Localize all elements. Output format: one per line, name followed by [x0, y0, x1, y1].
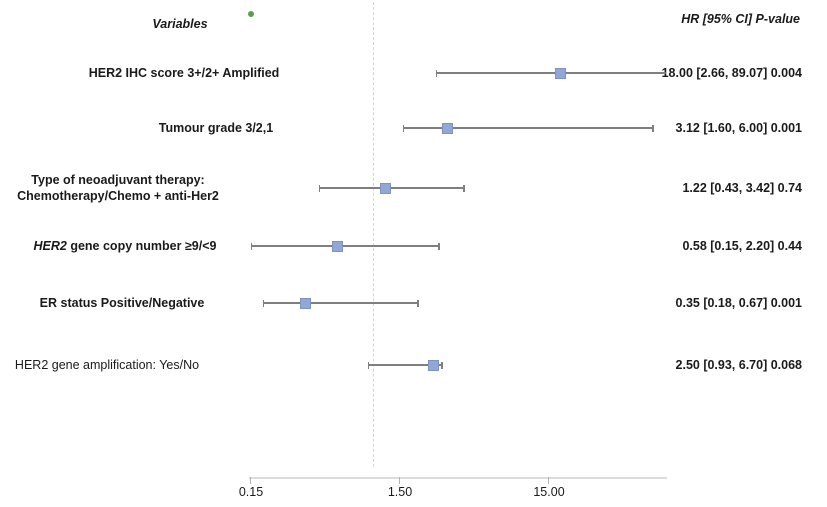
x-axis-line — [249, 477, 667, 479]
row-value-er-status: 0.35 [0.18, 0.67] 0.001 — [675, 296, 802, 310]
row-label-line1: Type of neoadjuvant therapy: — [31, 173, 205, 187]
row-label-tumour-grade: Tumour grade 3/2,1 — [158, 121, 274, 135]
x-axis-tick-1500 — [547, 477, 549, 484]
ci-line — [251, 245, 439, 247]
hr-marker — [427, 359, 439, 371]
ci-cap-right — [652, 124, 654, 132]
ci-line — [368, 364, 442, 366]
legend-dot — [248, 11, 254, 17]
row-value-neoadjuvant-therapy: 1.22 [0.43, 3.42] 0.74 — [682, 181, 802, 195]
row-label-neoadjuvant-therapy: Type of neoadjuvant therapy: Chemotherap… — [17, 172, 219, 204]
x-axis-label-015: 0.15 — [238, 485, 264, 499]
hr-marker — [331, 240, 343, 252]
row-value-her2-amplification: 2.50 [0.93, 6.70] 0.068 — [675, 358, 802, 372]
hr-column-header: HR [95% CI] P-value — [681, 12, 800, 26]
hr-marker — [379, 182, 391, 194]
hr-marker — [299, 297, 311, 309]
ci-cap-left — [262, 299, 264, 307]
ci-cap-right — [463, 184, 465, 192]
ci-cap-left — [367, 361, 369, 369]
x-axis-tick-015 — [249, 477, 251, 484]
row-label-er-status: ER status Positive/Negative — [39, 296, 205, 310]
ci-line — [403, 127, 653, 129]
row-value-gene-copy-number: 0.58 [0.15, 2.20] 0.44 — [682, 239, 802, 253]
ci-cap-left — [250, 242, 252, 250]
x-axis-label-150: 1.50 — [387, 485, 413, 499]
ci-cap-left — [402, 124, 404, 132]
ci-cap-left — [318, 184, 320, 192]
row-label-her2-ihc: HER2 IHC score 3+/2+ Amplified — [88, 66, 280, 80]
ci-line — [436, 72, 666, 74]
x-axis-label-1500: 15.00 — [533, 485, 565, 499]
ci-line — [263, 302, 418, 304]
row-label-gene-copy-rest: gene copy number ≥9/<9 — [66, 239, 217, 253]
ci-cap-right — [438, 242, 440, 250]
row-label-gene-copy-number: HER2 gene copy number ≥9/<9 — [34, 238, 217, 254]
row-label-gene-symbol: HER2 — [33, 239, 67, 253]
ci-cap-right — [417, 299, 419, 307]
row-label-line2: Chemotherapy/Chemo + anti-Her2 — [17, 189, 219, 203]
hr-marker — [441, 122, 453, 134]
row-value-tumour-grade: 3.12 [1.60, 6.00] 0.001 — [675, 121, 802, 135]
variables-column-header: Variables — [152, 17, 208, 31]
reference-line — [373, 2, 374, 467]
hr-marker — [554, 67, 566, 79]
ci-cap-left — [435, 69, 437, 77]
ci-cap-right — [441, 361, 443, 369]
x-axis-tick-150 — [398, 477, 400, 484]
row-label-her2-amplification: HER2 gene amplification: Yes/No — [14, 358, 200, 372]
ci-line — [319, 187, 464, 189]
row-value-her2-ihc: 18.00 [2.66, 89.07] 0.004 — [661, 66, 802, 80]
